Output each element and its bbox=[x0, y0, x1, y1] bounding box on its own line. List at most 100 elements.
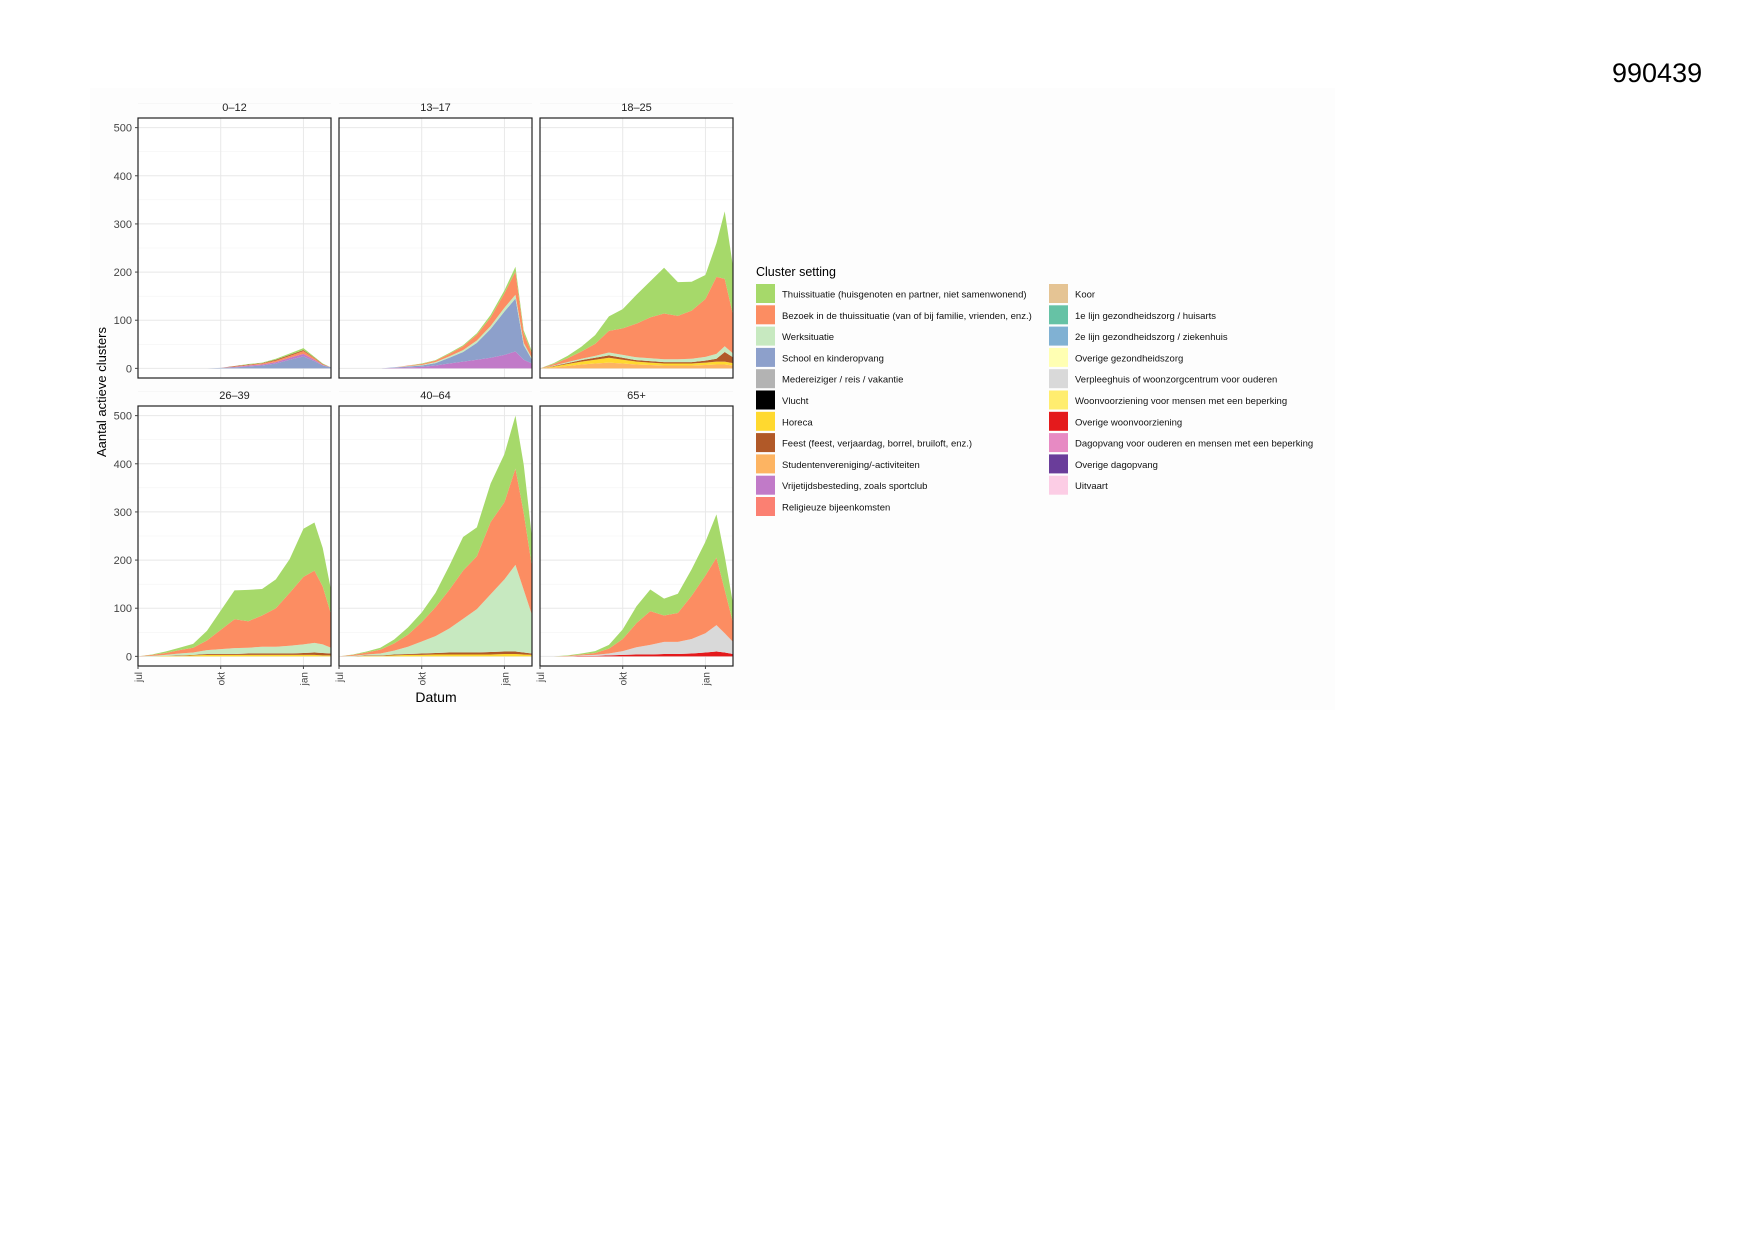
x-tick-label: jan bbox=[500, 672, 511, 686]
area-thuissituatie-huisgenoten-en-partner-niet-samenwonend bbox=[540, 514, 733, 657]
document-id: 990439 bbox=[1612, 58, 1703, 88]
y-tick-label: 500 bbox=[114, 123, 132, 135]
area-bezoek-in-de-thuissituatie-van-of-bij-familie-vrienden-enz bbox=[540, 276, 733, 369]
panel-5: 40–64 jul okt jan bbox=[335, 390, 533, 686]
legend-key-koor bbox=[1049, 284, 1068, 303]
facet-label: 18–25 bbox=[621, 102, 652, 114]
y-tick-label: 0 bbox=[126, 363, 132, 375]
area-werksituatie bbox=[339, 564, 532, 657]
panel-border bbox=[338, 117, 533, 379]
y-tick-label: 500 bbox=[114, 411, 132, 423]
legend-label: Overige dagopvang bbox=[1075, 460, 1158, 471]
y-tick-label: 400 bbox=[114, 459, 132, 471]
panel-border bbox=[539, 117, 734, 379]
legend-key-feest-feest-verjaardag-borrel-bruiloft-enz bbox=[756, 433, 775, 453]
facet-label: 13–17 bbox=[420, 102, 451, 114]
y-tick-label: 300 bbox=[114, 219, 132, 231]
area-verpleeghuis-of-woonzorgcentrum-voor-ouderen bbox=[540, 625, 733, 657]
area-studentenvereniging-activiteiten bbox=[540, 362, 733, 369]
y-tick-label: 200 bbox=[114, 267, 132, 279]
legend-label: Overige woonvoorziening bbox=[1075, 417, 1182, 428]
area-bezoek-in-de-thuissituatie-van-of-bij-familie-vrienden-enz bbox=[339, 468, 532, 657]
legend-label: Vlucht bbox=[782, 396, 809, 407]
area-thuissituatie-huisgenoten-en-partner-niet-samenwonend bbox=[339, 266, 532, 369]
panel-2: 13–17 bbox=[338, 102, 533, 379]
legend-key-woonvoorziening-voor-mensen-met-een-beperking bbox=[1049, 390, 1068, 410]
legend-key-vrijetijdsbesteding-zoals-sportclub bbox=[756, 475, 775, 495]
legend-key-thuissituatie-huisgenoten-en-partner-niet-samenwonend bbox=[756, 284, 775, 303]
panel-border bbox=[539, 405, 734, 667]
area-feest-feest-verjaardag-borrel-bruiloft-enz bbox=[138, 652, 331, 657]
x-tick-label: jan bbox=[299, 672, 310, 686]
legend-label: Koor bbox=[1075, 290, 1095, 301]
legend-label: Medereiziger / reis / vakantie bbox=[782, 375, 903, 386]
area-vrijetijdsbesteding-zoals-sportclub bbox=[339, 351, 532, 369]
area-school-en-kinderopvang bbox=[339, 298, 532, 369]
y-tick-label: 300 bbox=[114, 507, 132, 519]
legend-key-2e-lijn-gezondheidszorg-ziekenhuis bbox=[1049, 326, 1068, 346]
legend-label: Horeca bbox=[782, 417, 813, 428]
facet-label: 65+ bbox=[627, 390, 646, 402]
legend-label: School en kinderopvang bbox=[782, 353, 884, 364]
y-tick-label: 200 bbox=[114, 555, 132, 567]
area-overige-woonvoorziening bbox=[540, 651, 733, 657]
legend-key-vlucht bbox=[756, 390, 775, 410]
area-bezoek-in-de-thuissituatie-van-of-bij-familie-vrienden-enz bbox=[540, 557, 733, 657]
legend-key-bezoek-in-de-thuissituatie-van-of-bij-familie-vrienden-enz bbox=[756, 305, 775, 325]
legend-title: Cluster setting bbox=[756, 265, 836, 279]
legend-label: Religieuze bijeenkomsten bbox=[782, 503, 890, 514]
x-tick-label: okt bbox=[418, 672, 429, 686]
area-thuissituatie-huisgenoten-en-partner-niet-samenwonend bbox=[540, 211, 733, 369]
legend-label: Feest (feest, verjaardag, borrel, bruilo… bbox=[782, 439, 972, 450]
facet-label: 0–12 bbox=[222, 102, 246, 114]
facet-label: 26–39 bbox=[219, 390, 250, 402]
y-tick-label: 400 bbox=[114, 171, 132, 183]
legend-key-medereiziger-reis-vakantie bbox=[756, 369, 775, 389]
legend-label: Bezoek in de thuissituatie (van of bij f… bbox=[782, 311, 1032, 322]
legend-key-studentenvereniging-activiteiten bbox=[756, 454, 775, 474]
y-tick-label: 100 bbox=[114, 315, 132, 327]
legend-key-verpleeghuis-of-woonzorgcentrum-voor-ouderen bbox=[1049, 369, 1068, 389]
y-axis-label: Aantal actieve clusters bbox=[94, 326, 109, 457]
legend-label: Werksituatie bbox=[782, 332, 834, 343]
legend-label: Dagopvang voor ouderen en mensen met een… bbox=[1075, 439, 1313, 450]
panel-1: 0–12 0 100 200 300 400 500 bbox=[114, 102, 332, 379]
panel-6: 65+ jul okt jan bbox=[536, 390, 734, 686]
panel-border bbox=[338, 405, 533, 667]
x-tick-label: jul bbox=[536, 672, 547, 683]
panel-border bbox=[137, 405, 332, 667]
chart-panels: 0–12 0 100 200 300 400 500 13–17 18–25 26–39 0 100 2… bbox=[114, 102, 734, 686]
area-bezoek-in-de-thuissituatie-van-of-bij-familie-vrienden-enz bbox=[138, 570, 331, 657]
area-thuissituatie-huisgenoten-en-partner-niet-samenwonend bbox=[339, 415, 532, 657]
legend-key-overige-dagopvang bbox=[1049, 454, 1068, 474]
area-school-en-kinderopvang bbox=[138, 356, 331, 369]
area-horeca bbox=[339, 653, 532, 657]
area-feest-feest-verjaardag-borrel-bruiloft-enz bbox=[339, 651, 532, 657]
facet-label: 40–64 bbox=[420, 390, 451, 402]
y-tick-label: 100 bbox=[114, 603, 132, 615]
x-tick-label: okt bbox=[217, 672, 228, 686]
legend-key-werksituatie bbox=[756, 326, 775, 346]
panel-4: 26–39 0 100 200 300 400 500 jul okt jan bbox=[114, 390, 332, 686]
area-thuissituatie-huisgenoten-en-partner-niet-samenwonend bbox=[138, 522, 331, 657]
area-horeca bbox=[540, 357, 733, 369]
legend-label: Studentenvereniging/-activiteiten bbox=[782, 460, 920, 471]
legend-label: Thuissituatie (huisgenoten en partner, n… bbox=[782, 290, 1027, 301]
legend-label: Woonvoorziening voor mensen met een bepe… bbox=[1075, 396, 1287, 407]
legend-key-school-en-kinderopvang bbox=[756, 347, 775, 367]
legend-key-horeca bbox=[756, 411, 775, 431]
legend-key-1e-lijn-gezondheidszorg-huisarts bbox=[1049, 305, 1068, 325]
legend-key-uitvaart bbox=[1049, 475, 1068, 495]
legend-key-overige-gezondheidszorg bbox=[1049, 347, 1068, 367]
legend-label: 2e lijn gezondheidszorg / ziekenhuis bbox=[1075, 332, 1228, 343]
area-horeca bbox=[138, 654, 331, 657]
legend-label: Uitvaart bbox=[1075, 481, 1108, 492]
x-tick-label: jan bbox=[701, 672, 712, 686]
legend: Cluster setting Thuissituatie (huisgenot… bbox=[756, 265, 1313, 516]
panel-3: 18–25 bbox=[539, 102, 734, 379]
legend-label: Vrijetijdsbesteding, zoals sportclub bbox=[782, 481, 927, 492]
legend-label: Verpleeghuis of woonzorgcentrum voor oud… bbox=[1075, 375, 1277, 386]
x-tick-label: jul bbox=[335, 672, 346, 683]
area-bezoek-in-de-thuissituatie-van-of-bij-familie-vrienden-enz bbox=[339, 271, 532, 369]
